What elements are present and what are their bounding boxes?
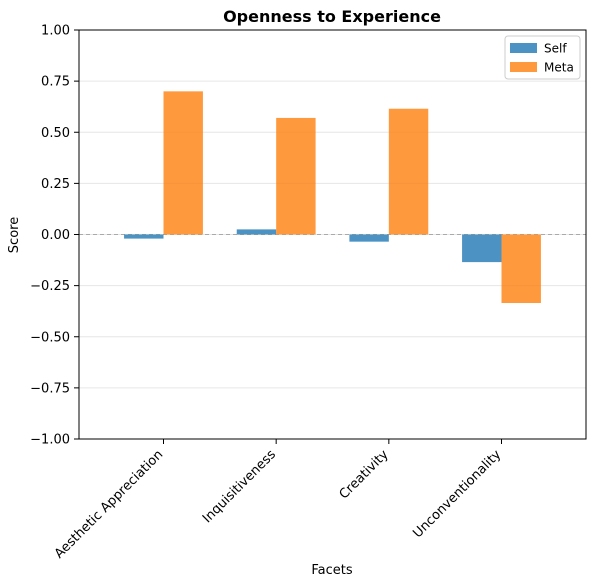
bars — [124, 91, 541, 304]
bar-self-1 — [236, 229, 277, 235]
legend-swatch-meta — [510, 62, 537, 72]
x-tick-label: Unconventionality — [410, 447, 504, 541]
y-tick-label: 1.00 — [41, 24, 70, 39]
legend-swatch-self — [510, 43, 537, 53]
x-tick-label: Aesthetic Appreciation — [52, 447, 166, 561]
bar-self-2 — [349, 234, 389, 242]
y-tick-label: 0.75 — [41, 75, 70, 90]
y-tick-label: 0.50 — [41, 126, 70, 141]
legend-label-self: Self — [544, 42, 567, 56]
bar-meta-2 — [388, 108, 429, 235]
y-axis-ticks: −1.00 −0.75 −0.50 −0.25 0.00 0.25 0.50 0.75 1.00 — [30, 24, 79, 448]
bar-self-3 — [462, 234, 502, 263]
bar-self-0 — [124, 234, 164, 239]
chart-title: Openness to Experience — [223, 7, 441, 26]
y-tick-label: −0.75 — [30, 381, 70, 396]
legend: Self Meta — [504, 35, 581, 80]
y-tick-label: −0.50 — [30, 330, 70, 345]
bar-meta-3 — [501, 234, 541, 304]
y-tick-label: −1.00 — [30, 433, 70, 448]
y-axis-label: Score — [7, 217, 22, 253]
y-tick-label: 0.25 — [41, 177, 70, 192]
x-axis-label: Facets — [311, 563, 352, 578]
bar-meta-1 — [276, 117, 316, 235]
bar-meta-0 — [163, 91, 203, 235]
x-tick-label: Inquisitiveness — [200, 447, 279, 526]
y-tick-label: −0.25 — [30, 279, 70, 294]
x-tick-label: Creativity — [337, 447, 392, 502]
y-tick-label: 0.00 — [41, 228, 70, 243]
legend-label-meta: Meta — [544, 61, 574, 75]
x-axis-ticks: Aesthetic Appreciation Inquisitiveness Cre… — [52, 439, 505, 562]
